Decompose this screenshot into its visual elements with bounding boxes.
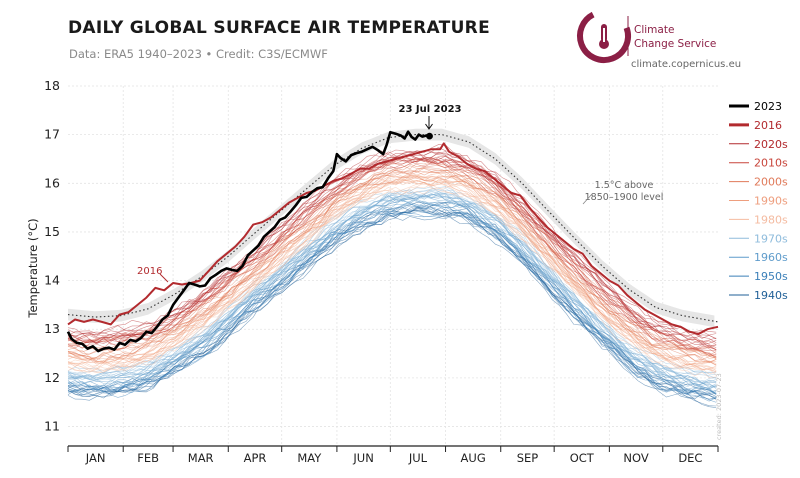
decade-line-2000s [67, 164, 717, 363]
legend-label-2023: 2023 [754, 100, 782, 113]
x-tick-label: SEP [517, 451, 539, 465]
x-tick-label: JUN [352, 451, 373, 465]
y-tick-label: 13 [44, 321, 60, 336]
legend-label-1950s: 1950s [754, 270, 788, 283]
decade-line-1970s [67, 191, 717, 391]
x-tick-label: MAR [188, 451, 214, 465]
decade-line-1990s [67, 173, 717, 364]
annotation-threshold: 1.5°C above 1850–1900 level [582, 180, 664, 205]
line-2016 [67, 142, 719, 336]
threshold-label-line1: 1.5°C above [595, 180, 654, 191]
x-tick-label: AUG [461, 451, 486, 465]
legend-label-2000s: 2000s [754, 176, 788, 189]
legend-label-1990s: 1990s [754, 195, 788, 208]
highlight-lines [66, 130, 719, 353]
logo-line2: Change Service [634, 38, 716, 50]
y-axis-title: Temperature (°C) [26, 218, 40, 318]
y-tick-labels: 11 12 13 14 15 16 17 18 [44, 78, 60, 434]
decade-line-1970s [67, 189, 717, 388]
decade-line-1960s [67, 193, 717, 389]
annotation-2016: 2016 [137, 266, 169, 283]
line-2023 [66, 130, 430, 353]
x-tick-label: OCT [570, 451, 595, 465]
legend-label-2020s: 2020s [754, 138, 788, 151]
decade-line-2000s [67, 169, 717, 361]
decade-lines [67, 144, 717, 408]
y-tick-label: 15 [44, 224, 60, 239]
legend-label-1960s: 1960s [754, 251, 788, 264]
decade-line-2020s [67, 151, 717, 344]
decade-line-1960s [67, 201, 717, 389]
x-tick-label: APR [244, 451, 267, 465]
logo-line1: Climate [634, 24, 674, 36]
decade-line-1980s [67, 179, 717, 370]
y-tick-label: 12 [44, 370, 60, 385]
legend-label-1940s: 1940s [754, 289, 788, 302]
decade-line-1990s [67, 175, 717, 372]
thermometer-icon [599, 24, 609, 49]
decade-line-2000s [67, 175, 717, 366]
legend: 2023 2016 2020s 2010s 2000s 1990s 1980s 1970s 19… [729, 100, 788, 302]
arrow-threshold-icon [582, 193, 593, 205]
y-tick-label: 17 [44, 127, 60, 142]
y-tick-label: 11 [44, 419, 60, 434]
created-note: created: 2023-07-23 [715, 373, 723, 440]
threshold-band-area [68, 128, 715, 328]
label-2016: 2016 [137, 266, 162, 277]
y-tick-label: 18 [44, 78, 60, 93]
legend-label-1980s: 1980s [754, 213, 788, 226]
decade-line-2000s [67, 167, 717, 357]
annotation-2023: 23 Jul 2023 [399, 104, 462, 130]
legend-label-2016: 2016 [754, 119, 782, 132]
x-tick-label: NOV [623, 451, 648, 465]
decade-line-1950s [67, 205, 717, 395]
x-axis: JAN FEB MAR APR MAY JUN JUL AUG SEP OCT NOV DEC [67, 445, 719, 465]
threshold-band [68, 128, 715, 328]
decade-line-1980s [67, 174, 717, 368]
decade-line-1940s [67, 211, 717, 407]
decade-line-2000s [67, 162, 717, 359]
decade-line-2020s [67, 150, 717, 339]
x-tick-label: DEC [678, 451, 702, 465]
x-tick-label: JAN [85, 451, 106, 465]
arrow-2016-icon [159, 273, 169, 283]
decade-line-1990s [67, 178, 717, 367]
decade-line-1950s [67, 195, 717, 391]
logo-url: climate.copernicus.eu [631, 59, 741, 70]
legend-label-1970s: 1970s [754, 232, 788, 245]
chart-subtitle: Data: ERA5 1940–2023 • Credit: C3S/ECMWF [69, 47, 328, 61]
x-tick-label: FEB [137, 451, 159, 465]
decade-line-2010s [67, 156, 717, 355]
legend-label-2010s: 2010s [754, 157, 788, 170]
copernicus-logo: Climate Change Service climate.copernicu… [577, 9, 741, 70]
point-2023-latest [426, 132, 433, 140]
label-2023-date: 23 Jul 2023 [399, 104, 462, 115]
decade-line-1990s [67, 179, 717, 367]
chart-title: DAILY GLOBAL SURFACE AIR TEMPERATURE [68, 18, 490, 38]
decade-line-1980s [67, 182, 717, 376]
threshold-label-line2: 1850–1900 level [585, 192, 664, 203]
y-tick-label: 16 [44, 175, 60, 190]
decade-line-1970s [67, 186, 717, 376]
x-tick-label: MAY [297, 451, 322, 465]
decade-line-1950s [67, 210, 717, 403]
y-tick-label: 14 [44, 273, 60, 288]
decade-line-1950s [67, 206, 717, 394]
x-tick-label: JUL [408, 451, 428, 465]
decade-line-2000s [67, 169, 717, 358]
